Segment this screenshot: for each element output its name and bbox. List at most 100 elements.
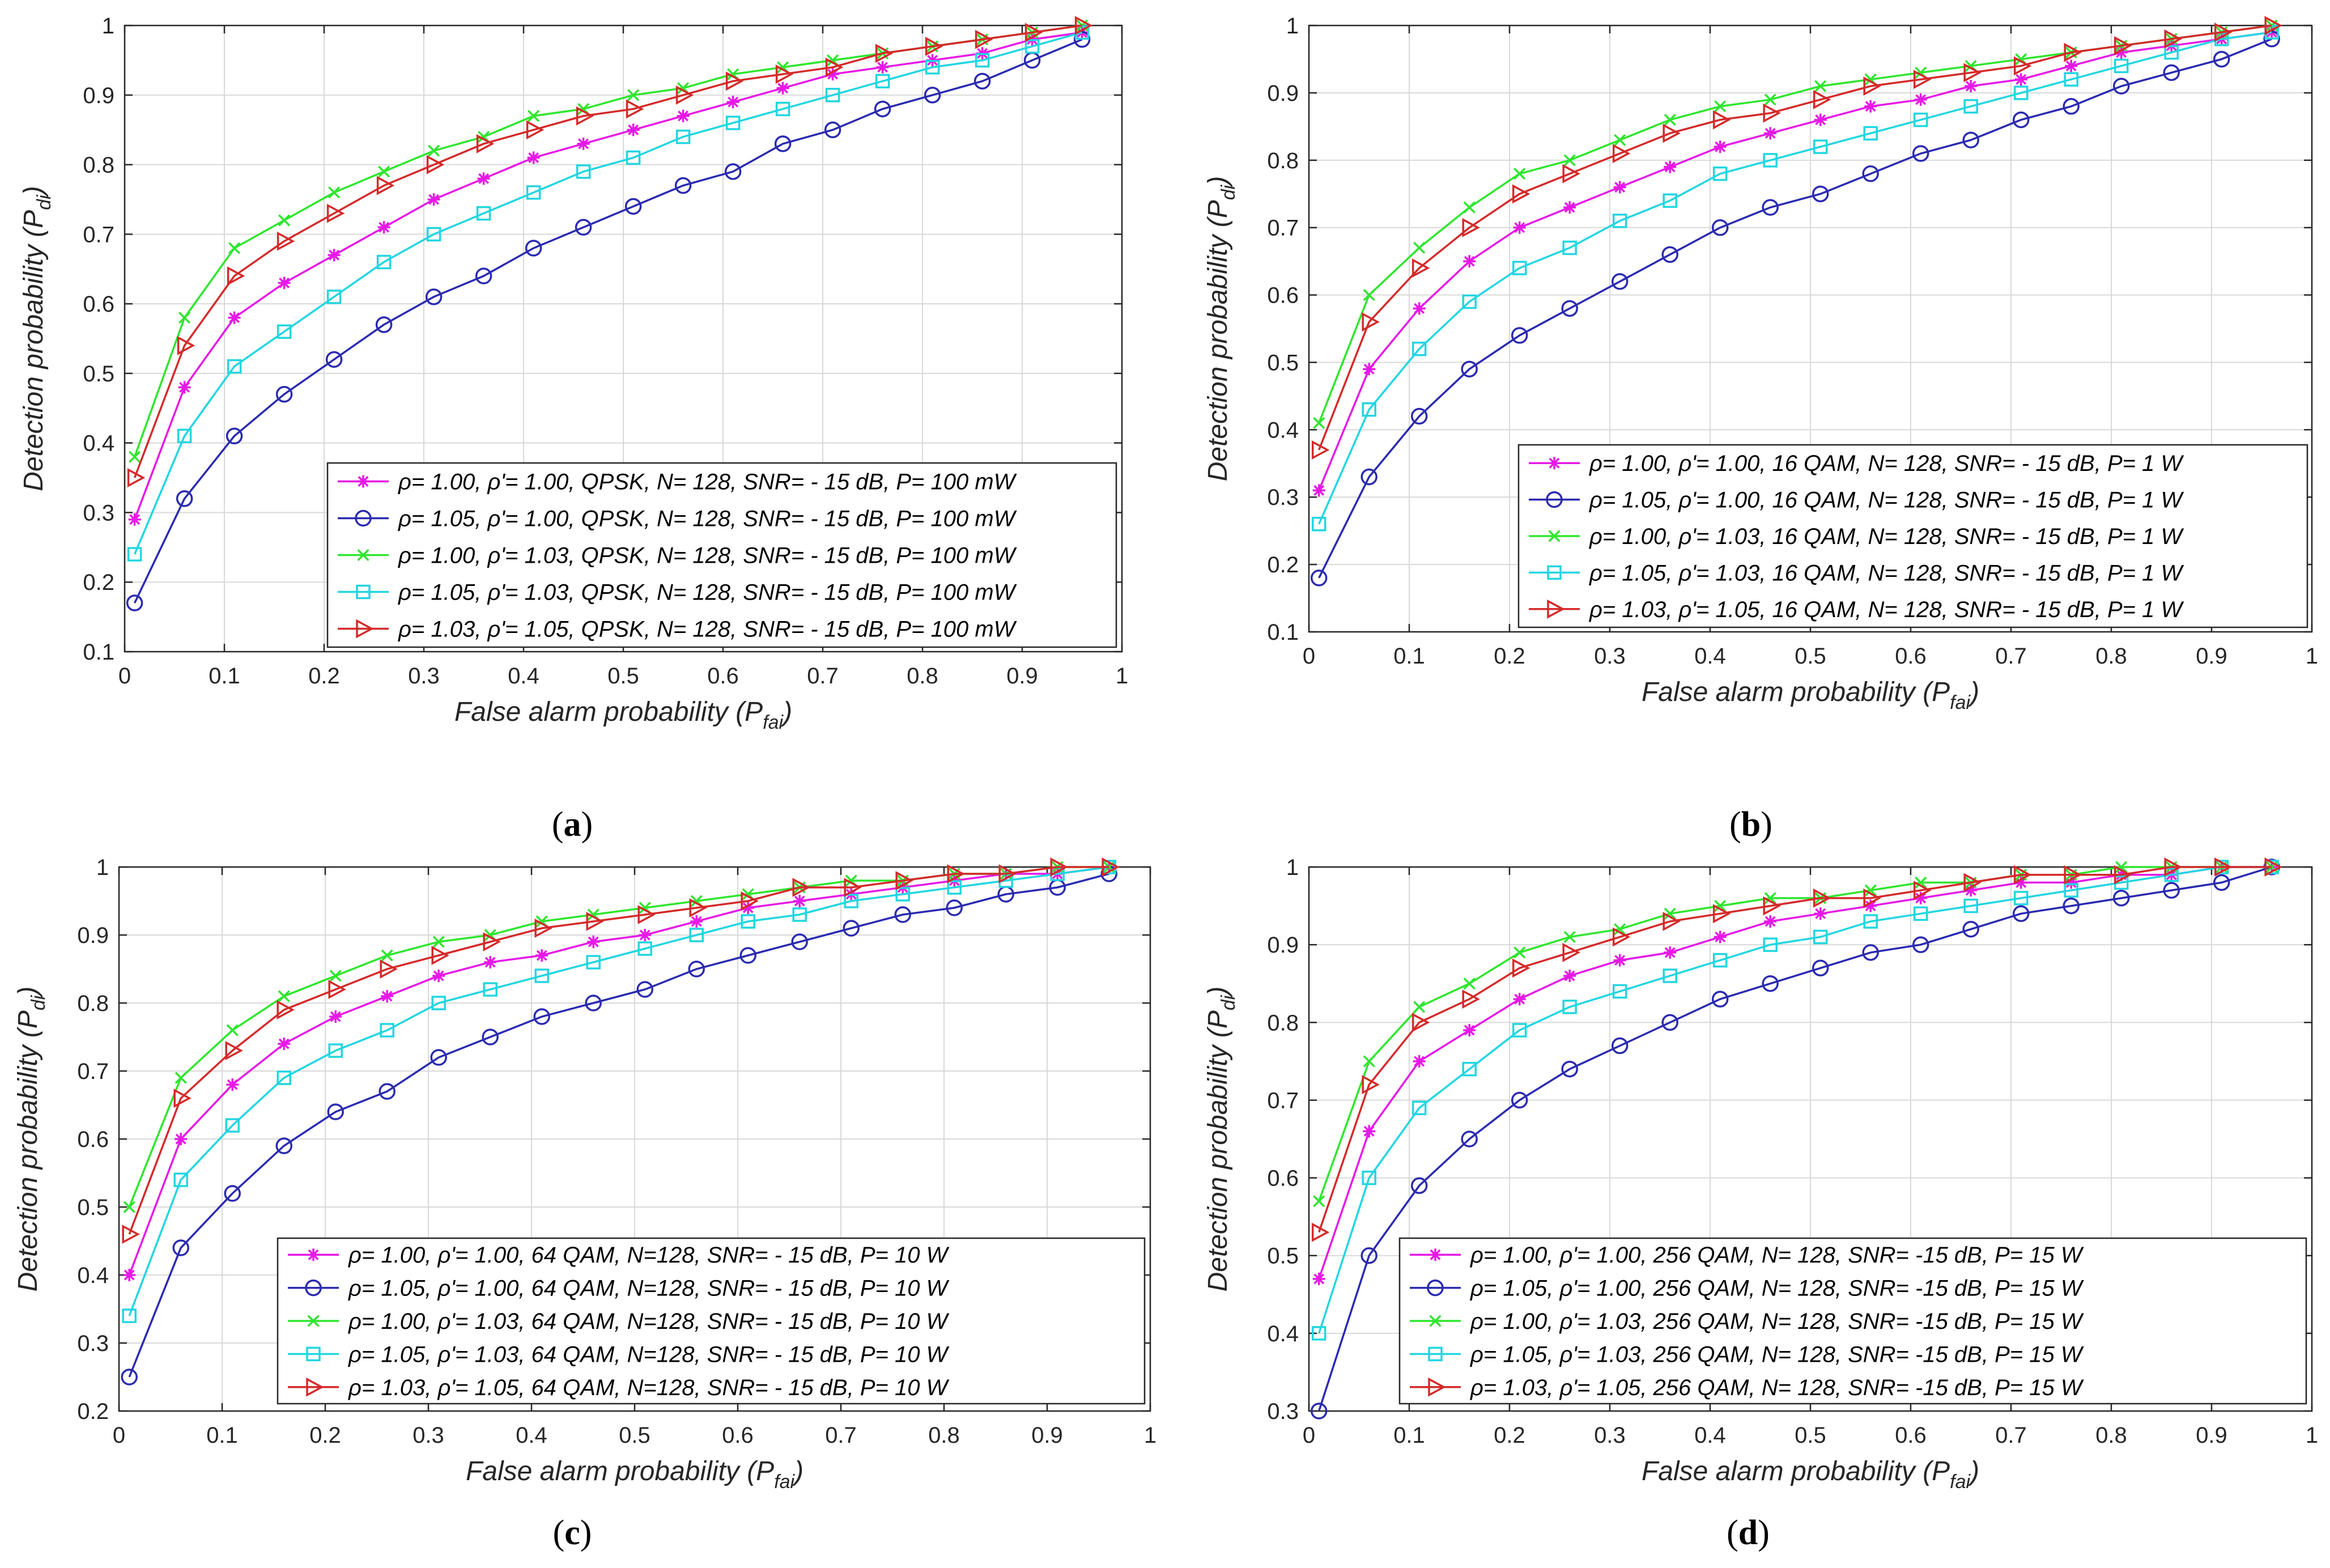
x-tick-label: 0.5 [1795, 1423, 1826, 1448]
data-point [376, 176, 395, 196]
data-point [690, 915, 703, 928]
data-point [2213, 874, 2230, 891]
x-tick-label: 0.5 [1795, 644, 1826, 669]
data-point [947, 864, 965, 883]
data-point [1614, 134, 1626, 146]
data-point [328, 980, 346, 999]
data-point [825, 57, 844, 77]
data-point [277, 231, 295, 251]
series-5 [127, 16, 1093, 487]
legend-entry: ρ= 1.03, ρ'= 1.05, 16 QAM, N= 128, SNR= … [1589, 597, 2184, 622]
data-point [946, 899, 963, 916]
data-point [129, 451, 141, 463]
data-point [1913, 70, 1932, 90]
x-axis-label: False alarm probability (Pfai) [1642, 1456, 1979, 1493]
series-line [128, 866, 1109, 1276]
x-tick-label: 0 [1303, 1423, 1315, 1448]
data-point [2263, 31, 2280, 48]
data-point [1611, 273, 1629, 290]
data-point [534, 968, 549, 983]
data-point [1463, 1024, 1476, 1036]
series-line [128, 866, 1109, 1235]
x-tick-label: 1 [2306, 1423, 2318, 1448]
data-point [1512, 261, 1527, 275]
data-point [2013, 865, 2032, 885]
data-point [1762, 975, 1779, 992]
data-point [1363, 1055, 1375, 1068]
legend-entry: ρ= 1.05, ρ'= 1.03, QPSK, N= 128, SNR= - … [398, 580, 1017, 605]
y-tick-label: 0.6 [1267, 283, 1299, 308]
data-point [636, 981, 653, 998]
legend-marker [307, 1248, 320, 1261]
data-point [534, 919, 552, 938]
data-point [2064, 883, 2078, 898]
data-point [328, 186, 341, 199]
data-point [328, 1043, 343, 1058]
data-point [1962, 920, 1979, 938]
data-point [484, 956, 497, 968]
x-tick-label: 0 [1303, 644, 1315, 669]
data-point [177, 428, 192, 444]
data-point [1073, 31, 1091, 48]
data-point [426, 227, 441, 242]
data-point [1813, 929, 1828, 945]
data-point [173, 1089, 192, 1108]
data-point [2164, 857, 2182, 877]
x-tick-label: 0.4 [1694, 644, 1726, 669]
x-tick-label: 0.6 [1895, 644, 1927, 669]
data-point [1712, 166, 1728, 181]
data-point [2163, 64, 2180, 81]
data-point [126, 594, 143, 611]
data-point [122, 1225, 140, 1244]
legend-marker [1428, 1346, 1443, 1362]
data-point [432, 970, 445, 982]
data-point [477, 172, 490, 185]
data-point [1410, 1177, 1428, 1195]
data-point [1612, 927, 1631, 947]
legend-marker [306, 1346, 321, 1362]
data-point [1664, 160, 1677, 173]
data-point [328, 249, 341, 262]
legend-marker [1547, 599, 1565, 619]
legend-entry: ρ= 1.05, ρ'= 1.00, 64 QAM, N=128, SNR= -… [348, 1276, 950, 1301]
data-point [973, 73, 991, 90]
data-point [1614, 923, 1626, 936]
chart-panel-4: 0 0.1 0.2 0.3 0.4 0.5 0.6 0.7 0.8 0.9 1 0.3 0.4 0.5 0.… [1203, 855, 2318, 1552]
x-tick-label: 1 [1144, 1423, 1157, 1448]
data-point [1862, 944, 1879, 961]
legend-entry: ρ= 1.05, ρ'= 1.03, 256 QAM, N= 128, SNR=… [1470, 1342, 2084, 1367]
legend: ρ= 1.00, ρ'= 1.00, 16 QAM, N= 128, SNR= … [1517, 444, 2308, 628]
data-point [875, 74, 890, 88]
data-point [329, 1010, 342, 1023]
data-point [1310, 1403, 1328, 1420]
data-point [1663, 968, 1677, 983]
data-point [380, 1023, 394, 1038]
data-point [1462, 989, 1480, 1009]
legend-marker [1546, 491, 1563, 508]
legend-marker [305, 1279, 322, 1297]
data-point [2013, 891, 2029, 906]
data-point [1413, 1055, 1426, 1068]
data-point [793, 895, 806, 907]
data-point [178, 381, 191, 394]
data-point [227, 359, 242, 374]
data-point [1813, 888, 1831, 908]
data-point [1411, 1013, 1430, 1032]
x-tick-label: 1 [2306, 644, 2318, 669]
legend-entry: ρ= 1.05, ρ'= 1.00, 16 QAM, N= 128, SNR= … [1589, 488, 2184, 513]
data-point [475, 267, 492, 284]
data-point [1561, 300, 1578, 317]
data-point [1763, 896, 1781, 916]
x-tick-label: 0 [118, 664, 131, 689]
data-point [586, 912, 604, 931]
y-tick-label: 0.5 [1267, 350, 1299, 375]
x-tick-label: 0.2 [1494, 644, 1525, 669]
data-point [1050, 857, 1068, 877]
data-point [626, 150, 641, 165]
data-point [895, 871, 913, 890]
data-point [476, 206, 491, 221]
data-point [526, 120, 545, 140]
y-tick-label: 0.7 [77, 1059, 109, 1084]
x-tick-label: 0.4 [516, 1423, 547, 1448]
data-point [1563, 201, 1576, 214]
